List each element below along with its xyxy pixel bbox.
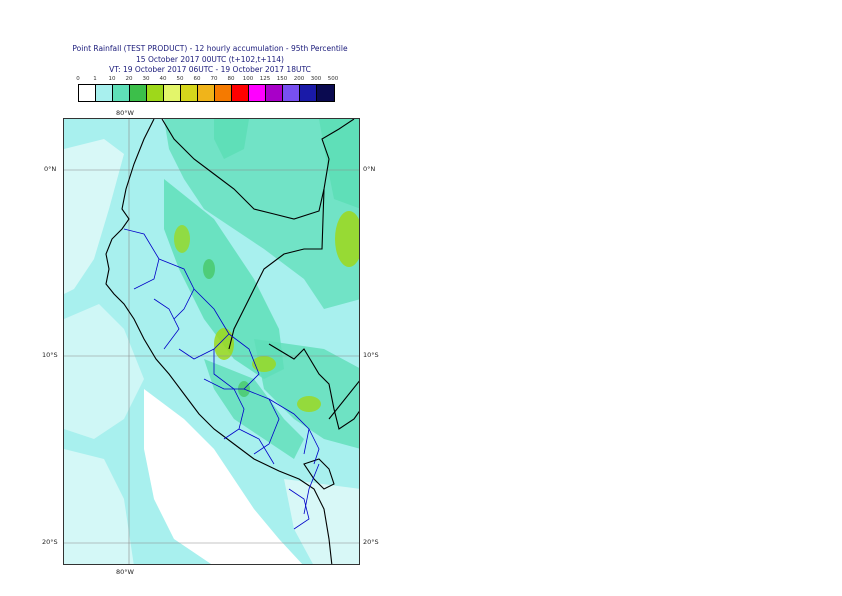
legend-label: 200 <box>293 76 305 82</box>
legend-label: 30 <box>142 76 150 82</box>
legend-swatch <box>317 85 334 101</box>
legend-swatch <box>249 85 266 101</box>
legend-label: 20 <box>125 76 133 82</box>
validity-time: VT: 19 October 2017 06UTC - 19 October 2… <box>109 65 311 74</box>
legend-label: 500 <box>327 76 339 82</box>
rain-cell-a <box>203 259 215 279</box>
legend-labels: 0 1 10 20 30 40 50 60 70 80 100 125 150 200 300 500 <box>0 76 842 85</box>
legend-swatch <box>283 85 300 101</box>
country-borders <box>105 119 359 564</box>
legend-swatch <box>130 85 147 101</box>
legend-swatch <box>164 85 181 101</box>
lat-label-0N-right: 0°N <box>363 165 376 173</box>
legend-label: 80 <box>227 76 235 82</box>
rain-area-top <box>214 119 249 159</box>
legend-label: 300 <box>310 76 322 82</box>
legend-label: 40 <box>159 76 167 82</box>
legend-swatch <box>147 85 164 101</box>
lon-label-bottom: 80°W <box>116 568 134 576</box>
rain-area-andes-north <box>164 179 284 379</box>
legend-swatch <box>198 85 215 101</box>
heavy-rain-ne <box>335 211 359 267</box>
lat-label-0N-left: 0°N <box>44 165 57 173</box>
legend-label: 1 <box>93 76 97 82</box>
legend-swatch <box>96 85 113 101</box>
legend-label: 0 <box>76 76 80 82</box>
legend-swatch <box>266 85 283 101</box>
dry-region-coastal-desert <box>144 389 303 564</box>
lat-label-10S-right: 10°S <box>363 351 379 359</box>
legend-swatch <box>181 85 198 101</box>
dry-region-nw-ocean <box>64 139 124 294</box>
legend-label: 50 <box>176 76 184 82</box>
legend-label: 100 <box>242 76 254 82</box>
lon-label-top: 80°W <box>116 109 134 117</box>
lat-label-10S-left: 10°S <box>42 351 58 359</box>
rain-area-north <box>164 119 359 309</box>
heavy-rain-central-b <box>252 356 276 372</box>
rain-area-ne <box>319 119 359 209</box>
lat-label-20S-left: 20°S <box>42 538 58 546</box>
rainfall-map <box>63 118 360 565</box>
heavy-rain-south <box>297 396 321 412</box>
legend-swatch <box>300 85 317 101</box>
map-svg <box>64 119 359 564</box>
legend-label: 125 <box>259 76 271 82</box>
colour-legend <box>78 84 335 102</box>
dry-region-sw-ocean <box>64 449 134 564</box>
legend-swatch <box>232 85 249 101</box>
map-title: Point Rainfall (TEST PRODUCT) - 12 hourl… <box>72 44 348 53</box>
lat-label-20S-right: 20°S <box>363 538 379 546</box>
legend-label: 60 <box>193 76 201 82</box>
rain-area-east <box>254 339 359 449</box>
legend-label: 70 <box>210 76 218 82</box>
region-borders <box>123 228 320 530</box>
legend-swatch <box>113 85 130 101</box>
heavy-rain-north-andes <box>174 225 190 253</box>
legend-label: 150 <box>276 76 288 82</box>
graticule <box>64 119 359 564</box>
heavy-rain-central-a <box>214 328 234 360</box>
rain-area-central <box>204 359 304 459</box>
forecast-base-time: 15 October 2017 00UTC (t+102,t+114) <box>136 55 284 64</box>
legend-label: 10 <box>108 76 116 82</box>
dry-region-ocean-mid <box>64 304 144 439</box>
legend-swatch <box>215 85 232 101</box>
legend-swatch <box>79 85 96 101</box>
